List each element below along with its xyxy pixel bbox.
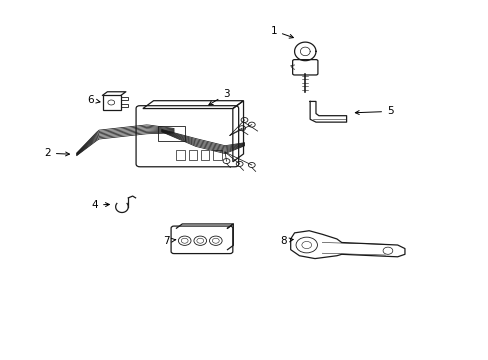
Bar (201, 150, 209, 160)
Bar (212, 150, 221, 160)
Text: 6: 6 (87, 95, 100, 105)
Text: 2: 2 (44, 148, 69, 158)
Bar (121, 97, 127, 100)
Text: 7: 7 (163, 236, 175, 246)
Bar (176, 150, 185, 160)
Text: 8: 8 (280, 236, 293, 246)
Text: 5: 5 (355, 107, 393, 116)
Text: 3: 3 (208, 89, 229, 105)
Bar (188, 150, 197, 160)
Text: 4: 4 (91, 200, 109, 210)
Bar (121, 104, 127, 108)
Bar (158, 126, 185, 141)
Text: 1: 1 (270, 26, 293, 38)
Bar (102, 95, 121, 111)
